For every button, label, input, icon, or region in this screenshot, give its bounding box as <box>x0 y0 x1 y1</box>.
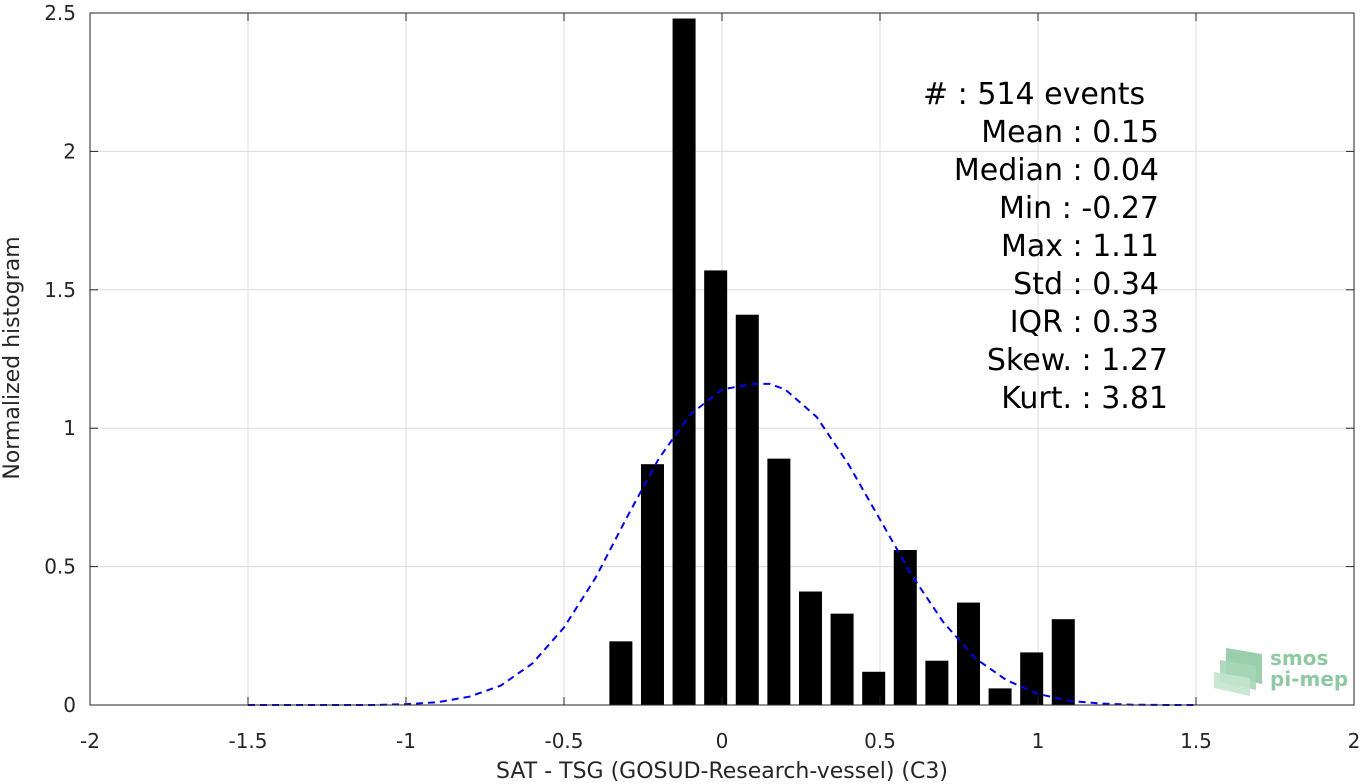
stat-iqr: IQR : 0.33 <box>1010 305 1159 340</box>
logo-layers-icon <box>1214 648 1262 696</box>
stat-skew: Skew. : 1.27 <box>987 343 1168 378</box>
stat-min: Min : -0.27 <box>999 191 1159 226</box>
y-tick-label: 0.5 <box>44 555 76 579</box>
y-tick-label: 1 <box>63 416 76 440</box>
x-axis-label: SAT - TSG (GOSUD-Research-vessel) (C3) <box>496 759 948 784</box>
histogram-bar <box>830 613 854 705</box>
y-tick-label: 1.5 <box>44 278 76 302</box>
histogram-bar <box>672 18 696 705</box>
histogram-bar <box>735 314 759 705</box>
bars <box>609 18 1075 705</box>
histogram-bar <box>988 688 1012 705</box>
stat-mean: Mean : 0.15 <box>981 115 1159 150</box>
histogram-bar <box>609 641 633 705</box>
x-tick-label: -0.5 <box>544 729 583 753</box>
histogram-bar <box>798 591 822 705</box>
histogram-bar <box>640 464 664 705</box>
y-axis-ticks: 0 0.5 1 1.5 2 2.5 <box>44 1 1354 717</box>
logo-line1: smos <box>1270 646 1328 670</box>
stat-count: # : 514 events <box>923 77 1145 112</box>
histogram-bar <box>925 660 949 705</box>
x-axis-ticks: -2 -1.5 -1 -0.5 0 0.5 1 1.5 2 <box>80 13 1360 753</box>
stat-kurt: Kurt. : 3.81 <box>1001 381 1168 416</box>
histogram-bar <box>1051 619 1075 705</box>
y-tick-label: 2.5 <box>44 1 76 25</box>
x-tick-label: 1 <box>1032 729 1045 753</box>
x-tick-label: -2 <box>80 729 100 753</box>
histogram-bar <box>767 458 791 705</box>
histogram-bar <box>956 602 980 705</box>
stat-max: Max : 1.11 <box>1001 229 1159 264</box>
stat-median: Median : 0.04 <box>954 153 1159 188</box>
logo-line2: pi-mep <box>1270 667 1348 691</box>
x-tick-label: 0.5 <box>864 729 896 753</box>
x-tick-label: 2 <box>1348 729 1361 753</box>
stats-box: # : 514 events Mean : 0.15 Median : 0.04… <box>923 77 1168 416</box>
histogram-bar <box>704 270 728 705</box>
x-tick-label: 1.5 <box>1180 729 1212 753</box>
fit-curve <box>248 382 1196 706</box>
fit-curve-group <box>248 382 1196 706</box>
x-tick-label: 0 <box>716 729 729 753</box>
stat-std: Std : 0.34 <box>1013 267 1159 302</box>
x-tick-label: -1.5 <box>228 729 267 753</box>
histogram-bar <box>1020 652 1044 705</box>
smos-pimep-logo: smos pi-mep <box>1214 646 1348 696</box>
y-axis-label: Normalized histogram <box>0 236 25 479</box>
histogram-bar <box>862 671 886 705</box>
histogram-bar <box>893 549 917 705</box>
y-tick-label: 0 <box>63 693 76 717</box>
y-tick-label: 2 <box>63 139 76 163</box>
x-tick-label: -1 <box>396 729 416 753</box>
